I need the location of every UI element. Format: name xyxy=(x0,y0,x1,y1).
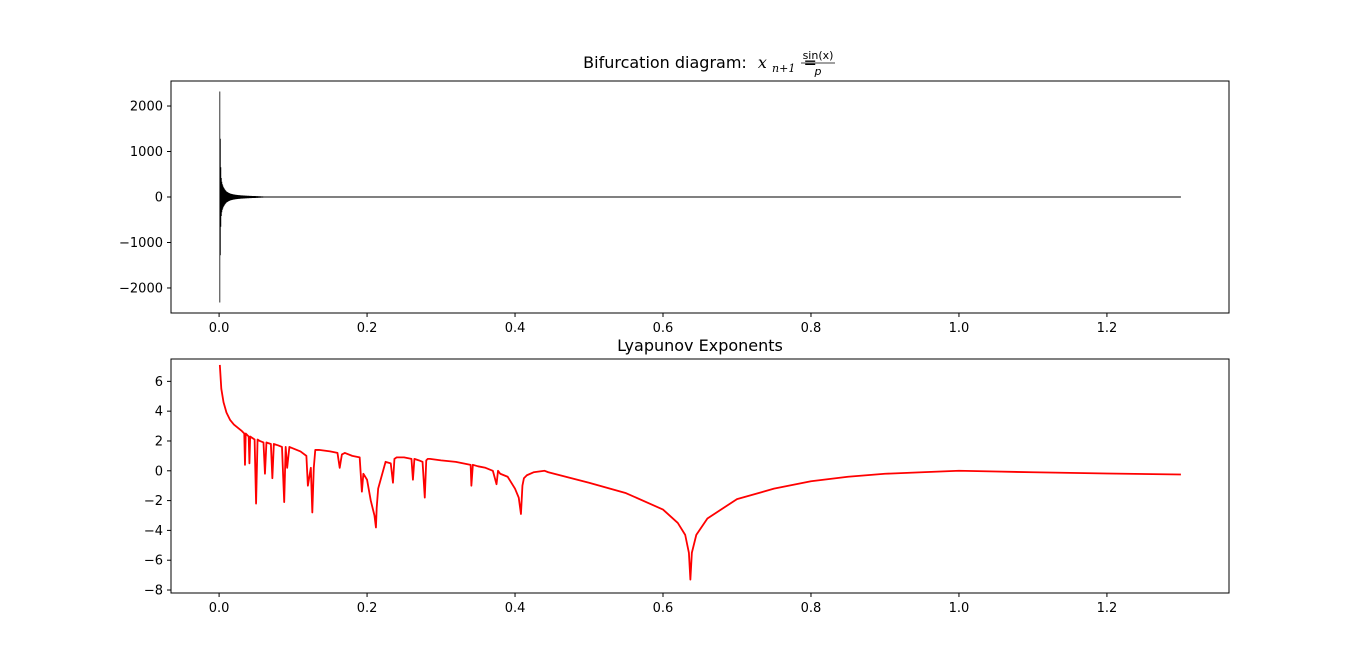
bifurcation-x-tick-label: 0.4 xyxy=(505,321,526,336)
bifurcation-title-frac-num: sin(x) xyxy=(803,49,834,62)
lyapunov-y-tick-label: 4 xyxy=(155,405,163,420)
lyapunov-plot-area xyxy=(218,364,1181,581)
lyapunov-y-tick-label: −8 xyxy=(144,584,163,599)
lyapunov-x-tick-label: 1.0 xyxy=(949,601,970,616)
bifurcation-title-prefix: Bifurcation diagram: xyxy=(583,53,747,72)
lyapunov-x-tick-label: 0.8 xyxy=(801,601,822,616)
bifurcation-title-lhs: x xyxy=(758,53,767,72)
bifurcation-title-frac-den: p xyxy=(814,65,822,78)
lyapunov-x-tick-label: 0.2 xyxy=(357,601,378,616)
lyapunov-axes: 0.0 0.2 0.4 0.6 0.8 1.0 1.2 −8 −6 −4 −2 0 2 4 6 Lyapu… xyxy=(144,336,1230,616)
lyapunov-x-tick-label: 0.6 xyxy=(653,601,674,616)
lyapunov-y-tick-label: 2 xyxy=(155,434,163,449)
bifurcation-x-tick-label: 0.2 xyxy=(357,321,378,336)
bifurcation-y-ticks: −2000 −1000 0 1000 2000 xyxy=(119,100,171,296)
lyapunov-y-tick-label: 6 xyxy=(155,375,163,390)
lyapunov-y-ticks: −8 −6 −4 −2 0 2 4 6 xyxy=(144,375,171,599)
lyapunov-y-tick-label: 0 xyxy=(155,464,163,479)
lyapunov-x-tick-label: 1.2 xyxy=(1097,601,1118,616)
bifurcation-y-tick-label: 0 xyxy=(155,191,163,206)
lyapunov-title: Lyapunov Exponents xyxy=(617,336,783,355)
bifurcation-y-tick-label: −1000 xyxy=(119,236,163,251)
bifurcation-x-tick-label: 0.6 xyxy=(653,321,674,336)
bifurcation-x-tick-label: 1.0 xyxy=(949,321,970,336)
bifurcation-y-tick-label: 2000 xyxy=(130,100,163,115)
bifurcation-x-tick-label: 0.0 xyxy=(209,321,230,336)
bifurcation-axes: 0.0 0.2 0.4 0.6 0.8 1.0 1.2 −2000 −1000 0 1000 200… xyxy=(119,49,1230,336)
bifurcation-plot-area xyxy=(219,91,1182,303)
bifurcation-title-equals: = xyxy=(803,53,816,72)
bifurcation-y-tick-label: −2000 xyxy=(119,281,163,296)
bifurcation-x-ticks: 0.0 0.2 0.4 0.6 0.8 1.0 1.2 xyxy=(209,313,1118,336)
lyapunov-x-ticks: 0.0 0.2 0.4 0.6 0.8 1.0 1.2 xyxy=(209,593,1118,616)
lyapunov-y-tick-label: −6 xyxy=(144,554,163,569)
bifurcation-x-tick-label: 0.8 xyxy=(801,321,822,336)
bifurcation-title: Bifurcation diagram: x n+1 = xyxy=(583,53,817,76)
lyapunov-y-tick-label: −4 xyxy=(144,524,163,539)
lyapunov-line xyxy=(218,364,1181,581)
bifurcation-y-tick-label: 1000 xyxy=(130,145,163,160)
lyapunov-axes-frame xyxy=(170,358,1230,594)
lyapunov-x-tick-label: 0.0 xyxy=(209,601,230,616)
bifurcation-title-subscript: n+1 xyxy=(772,62,795,75)
bifurcation-x-tick-label: 1.2 xyxy=(1097,321,1118,336)
lyapunov-x-tick-label: 0.4 xyxy=(505,601,526,616)
lyapunov-y-tick-label: −2 xyxy=(144,494,163,509)
